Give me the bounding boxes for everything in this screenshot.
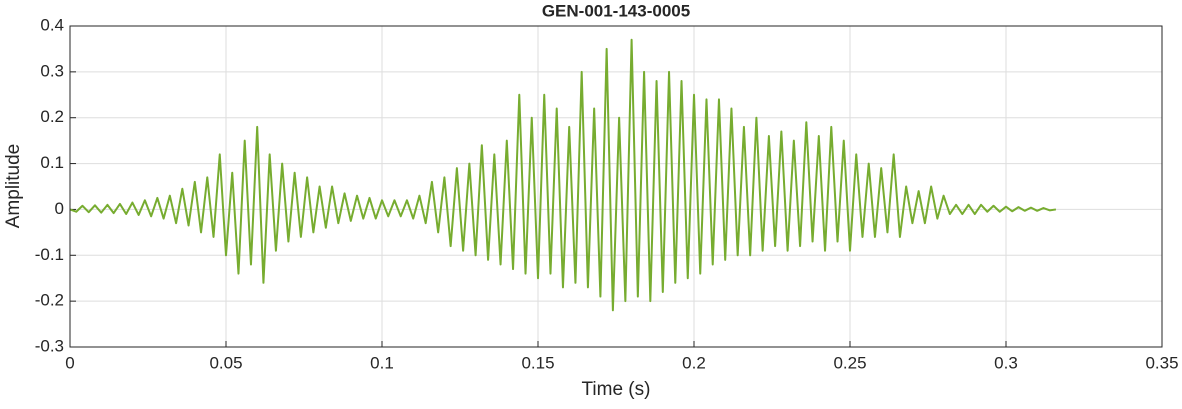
- y-tick-label: 0.4: [40, 15, 64, 34]
- waveform-line: [69, 38, 1057, 312]
- y-tick-label: -0.1: [35, 245, 64, 264]
- x-tick-label: 0.05: [209, 353, 242, 372]
- y-axis-label: Amplitude: [3, 144, 24, 229]
- x-axis-label: Time (s): [582, 379, 651, 400]
- plot-frame: [69, 25, 1163, 348]
- x-tick-label: 0.15: [521, 353, 554, 372]
- y-tick-label: 0.2: [40, 107, 64, 126]
- x-tick-label: 0.1: [370, 353, 394, 372]
- x-tick-label: 0.25: [833, 353, 866, 372]
- x-tick-label: 0.3: [994, 353, 1018, 372]
- chart-title: GEN-001-143-0005: [542, 1, 690, 20]
- y-tick-label: -0.2: [35, 291, 64, 310]
- y-tick-label: 0.3: [40, 61, 64, 80]
- x-tick-label: 0: [65, 353, 74, 372]
- y-tick-label: 0: [55, 199, 64, 218]
- y-tick-label: -0.3: [35, 336, 64, 355]
- x-tick-label: 0.2: [682, 353, 706, 372]
- y-tick-label: 0.1: [40, 153, 64, 172]
- x-tick-label: 0.35: [1145, 353, 1178, 372]
